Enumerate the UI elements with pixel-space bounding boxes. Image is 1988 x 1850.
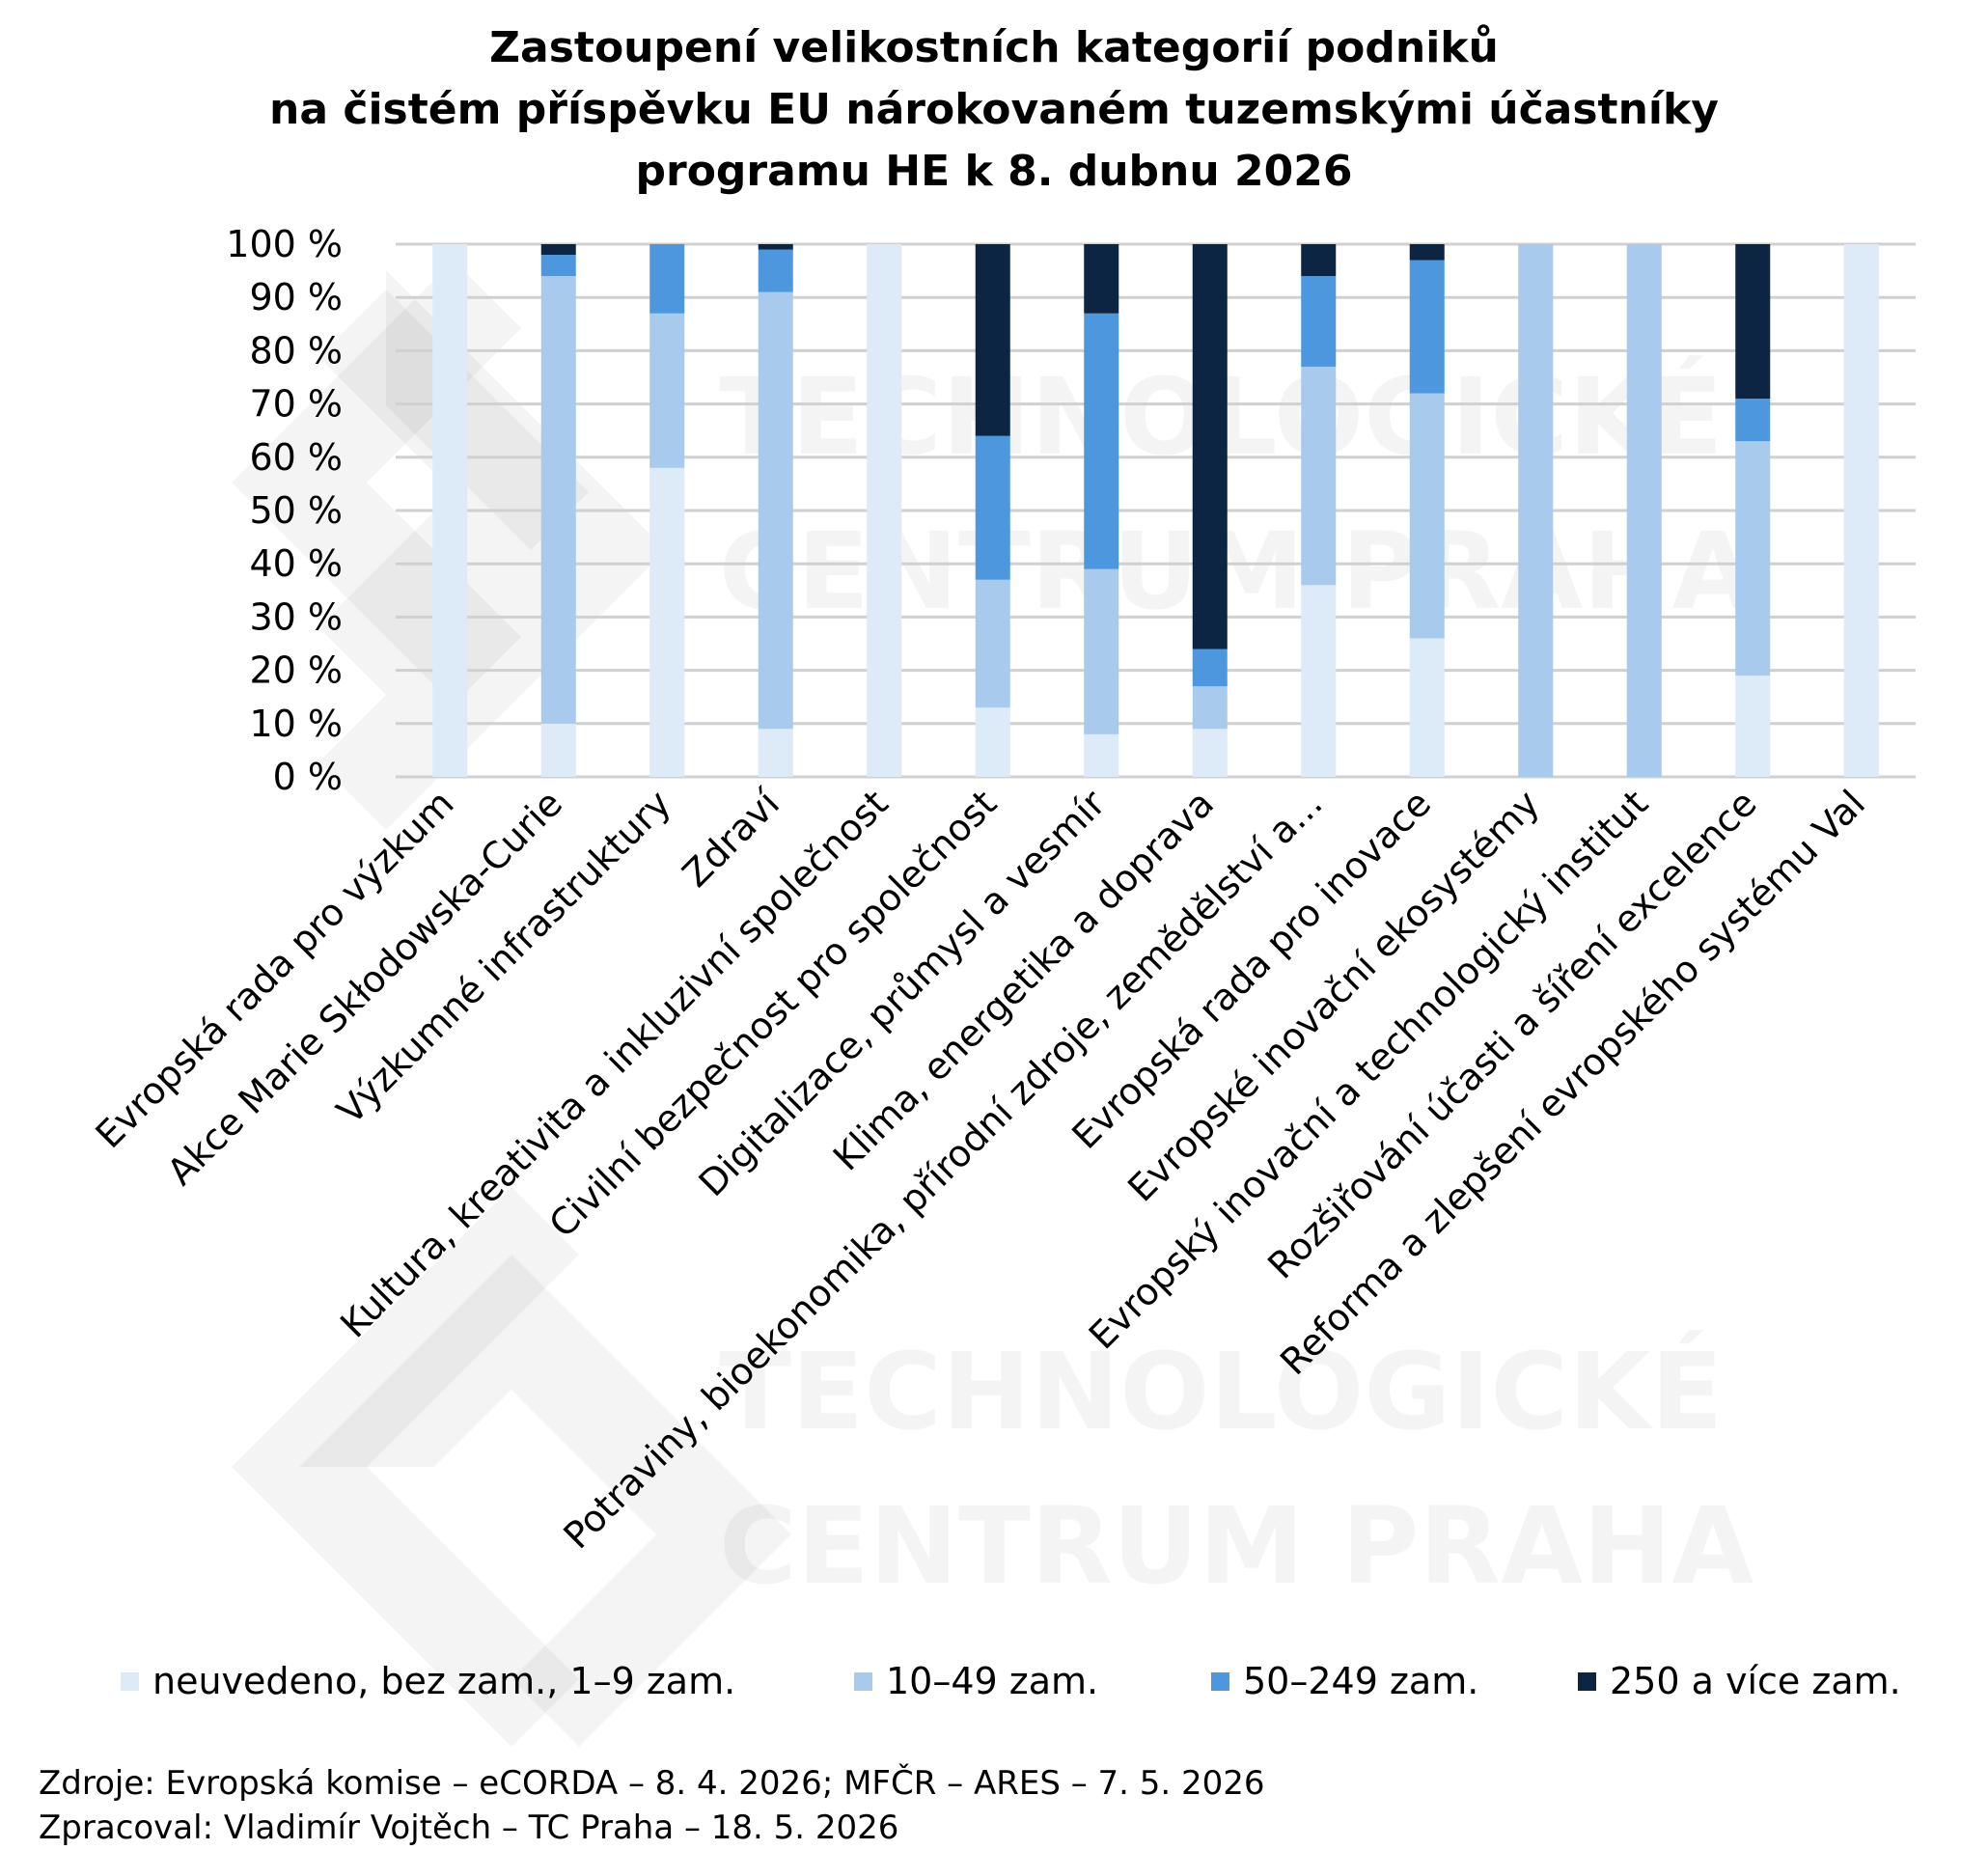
bar-segment-s2-c12 [1735,399,1771,442]
bar-segment-s2-c7 [1192,649,1228,687]
legend: neuvedeno, bez zam., 1–9 zam. 10–49 zam. 5… [0,1660,1988,1718]
legend-swatch [1578,1671,1596,1691]
bar-segment-s2-c1 [540,255,576,277]
bar-segment-s0-c9 [1409,638,1445,777]
bar-segment-s1-c2 [649,313,685,468]
bar-segment-s3-c12 [1735,244,1771,400]
bar-segment-s1-c9 [1409,393,1445,639]
bar-segment-s2-c9 [1409,260,1445,394]
bar-segment-s3-c9 [1409,244,1445,261]
bar-segment-s1-c7 [1192,686,1228,730]
bar-segment-s0-c3 [758,729,793,777]
legend-item-3: 250 a více zam. [1578,1660,1901,1702]
bar-segment-s3-c5 [975,244,1010,436]
bar-segment-s3-c7 [1192,244,1228,649]
chart-title-line-1: Zastoupení velikostních kategorií podnik… [489,23,1499,72]
legend-label: neuvedeno, bez zam., 1–9 zam. [152,1660,736,1702]
x-tick-label: Akce Marie Skłodowska-Curie [159,782,570,1193]
bar-segment-s1-c3 [758,291,793,730]
bar-segment-s2-c3 [758,249,793,292]
y-tick-label: 50 % [249,489,343,532]
y-tick-label: 90 % [249,276,343,318]
legend-swatch [121,1671,139,1691]
bar-segment-s0-c2 [649,467,685,777]
bar-segment-s2-c5 [975,435,1010,580]
bar-segment-s0-c7 [1192,729,1228,777]
legend-item-0: neuvedeno, bez zam., 1–9 zam. [121,1660,735,1702]
chart-title-line-2: na čistém příspěvku EU nárokovaném tuzem… [269,85,1719,134]
bars [432,244,1879,777]
bar-segment-s0-c12 [1735,676,1771,777]
bar-segment-s2-c6 [1084,313,1119,569]
legend-swatch [854,1671,872,1691]
y-axis-ticks: 0 % 10 % 20 % 30 % 40 % 50 % 60 % 70 % 80 % 90 % 1… [226,223,343,798]
bar-segment-s0-c8 [1301,585,1337,777]
y-tick-label: 70 % [249,383,343,426]
bar-segment-s0-c6 [1084,733,1119,777]
bar-segment-s0-c5 [975,707,1010,777]
bar-segment-s1-c5 [975,579,1010,708]
y-tick-label: 40 % [249,542,343,585]
source-line-2: Zpracoval: Vladimír Vojtěch – TC Praha –… [39,1809,899,1847]
y-tick-label: 100 % [226,223,343,265]
bar-segment-s0-c0 [432,244,468,777]
bar-segment-s3-c1 [540,244,576,256]
bar-segment-s1-c11 [1626,244,1662,777]
bar-segment-s1-c6 [1084,568,1119,734]
bar-segment-s3-c6 [1084,244,1119,314]
legend-label: 250 a více zam. [1610,1660,1901,1702]
bar-segment-s3-c8 [1301,244,1337,277]
bar-segment-s1-c8 [1301,366,1337,586]
bar-segment-s0-c4 [867,244,902,777]
grid-lines [396,242,1916,779]
bar-segment-s2-c8 [1301,276,1337,367]
source-note: Zdroje: Evropská komise – eCORDA – 8. 4.… [39,1761,1265,1850]
legend-swatch [1211,1671,1229,1691]
bar-segment-s0-c1 [540,723,576,777]
chart-title: Zastoupení velikostních kategorií podnik… [0,17,1988,203]
x-tick-label: Potraviny, bioekonomika, přírodní zdroje… [555,782,1330,1557]
bar-segment-s0-c13 [1843,244,1879,777]
legend-item-1: 10–49 zam. [854,1660,1098,1702]
source-line-1: Zdroje: Evropská komise – eCORDA – 8. 4.… [39,1764,1265,1803]
bar-segment-s1-c1 [540,276,576,724]
y-tick-label: 80 % [249,329,343,372]
y-tick-label: 10 % [249,703,343,745]
y-tick-label: 60 % [249,436,343,479]
bar-segment-s3-c3 [758,244,793,250]
bar-segment-s1-c12 [1735,441,1771,676]
bar-segment-s1-c10 [1518,244,1554,777]
y-tick-label: 20 % [249,649,343,692]
bar-segment-s2-c2 [649,244,685,314]
stacked-bar-chart: 0 % 10 % 20 % 30 % 40 % 50 % 60 % 70 % 80 % 90 % 1… [88,223,1916,1557]
legend-label: 10–49 zam. [886,1660,1099,1702]
chart-title-line-3: programu HE k 8. dubnu 2026 [635,147,1353,196]
legend-label: 50–249 zam. [1243,1660,1479,1702]
y-tick-label: 0 % [273,756,343,798]
y-tick-label: 30 % [249,595,343,638]
legend-item-2: 50–249 zam. [1211,1660,1478,1702]
